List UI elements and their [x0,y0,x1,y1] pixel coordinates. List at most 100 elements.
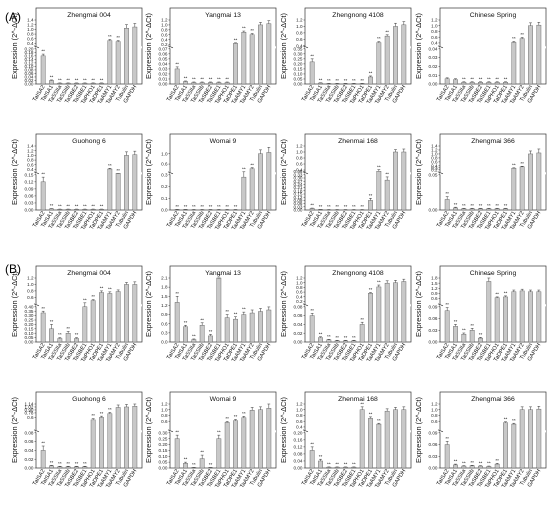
significance-label: ** [470,203,474,208]
y-tick-label: 0.06 [429,442,438,447]
y-tick-label: 0.08 [294,304,303,309]
chart-title: Yangmai 13 [205,270,241,277]
significance-label: ** [369,71,373,76]
axis-break-mark [167,429,174,433]
significance-label: ** [512,162,516,167]
y-tick-label: 0.6 [27,415,34,420]
y-tick-label: 0.15 [159,448,168,453]
significance-label: ** [335,204,339,209]
bar [266,408,272,469]
y-tick-label: 0.21 [294,185,303,190]
significance-label: ** [209,77,213,82]
bar [503,422,508,469]
bar [249,168,255,211]
significance-label: ** [50,319,54,324]
y-tick-label: 0.4 [27,167,34,172]
y-tick-label: 0.6 [27,36,34,41]
bar [216,277,222,343]
y-axis-label: Expression (2^-ΔCt) [10,139,19,205]
significance-label: ** [487,273,491,278]
bar [368,418,373,469]
y-tick-label: 1.0 [296,24,303,29]
significance-label: ** [250,28,254,33]
y-tick-label: 1.2 [296,402,303,407]
significance-label: ** [225,416,229,421]
bar [318,82,323,85]
y-tick-label: 0.8 [296,31,303,36]
bar [49,80,54,85]
bar [461,333,467,343]
y-tick-label: 0.30 [159,430,168,435]
bar [249,312,255,343]
significance-label: ** [504,416,508,421]
significance-label: ** [479,203,483,208]
axis-break-mark [33,429,40,433]
bar [258,409,263,469]
bar [90,300,96,343]
y-tick-label: 0.78 [25,411,34,416]
y-tick-label: 0.6 [431,419,438,424]
y-tick-label: 0.4 [27,41,34,46]
y-axis-label: Expression (2^-ΔCt) [144,139,153,205]
bar [318,337,323,343]
significance-label: ** [200,450,204,455]
plot-frame [304,265,412,343]
bar [393,151,398,211]
bar [461,465,467,469]
significance-label: ** [83,204,87,209]
bar [124,155,129,211]
y-tick-label: 1.2 [431,286,438,291]
significance-label: ** [66,78,70,83]
bar [444,444,450,469]
bar [376,286,382,343]
y-tick-label: 0.08 [25,68,34,73]
y-tick-label: 0.02 [294,331,303,336]
y-tick-label: 0.05 [294,77,303,82]
y-tick-label: 0.03 [429,454,438,459]
significance-label: ** [470,460,474,465]
bar [376,171,382,211]
significance-label: ** [58,461,62,466]
bar [401,24,407,85]
y-tick-label: 0.8 [296,156,303,161]
significance-label: ** [479,76,483,81]
bar [107,168,113,211]
bar [444,199,450,211]
bar [368,293,373,343]
significance-label: ** [479,460,483,465]
bar [174,302,180,343]
y-tick-label: 1.8 [161,285,168,290]
bar [536,24,542,85]
axis-break-mark [302,429,309,433]
y-tick-label: 0.2 [161,42,168,47]
y-tick-label: 1.4 [27,18,34,23]
plot-frame [35,133,143,211]
significance-label: ** [175,62,179,67]
y-tick-label: 0.4 [431,41,438,46]
bar [183,326,188,343]
y-tick-label: 0.9 [161,312,168,317]
bar [511,42,517,85]
y-tick-label: 0.15 [25,172,34,177]
chart-title: Zhengmai 366 [471,138,515,145]
significance-label: ** [234,414,238,419]
y-tick-label: 1.0 [296,150,303,155]
bar [40,181,46,211]
significance-label: ** [66,326,70,331]
bar [528,25,533,85]
significance-label: ** [234,311,238,316]
bar [249,34,255,85]
axis-break-mark [302,303,309,307]
y-axis-label: Expression (2^-ΔCt) [144,13,153,79]
y-tick-label: 1.0 [431,152,438,157]
significance-label: ** [377,164,381,169]
significance-label: ** [504,203,508,208]
significance-label: ** [454,202,458,207]
y-tick-label: 1.0 [27,282,34,287]
significance-label: ** [83,461,87,466]
y-tick-label: 1.4 [27,144,34,149]
y-tick-label: 0.12 [294,444,303,449]
y-axis-label: Expression (2^-ΔCt) [144,271,153,337]
y-tick-label: 0.6 [161,32,168,37]
significance-label: ** [495,76,499,81]
